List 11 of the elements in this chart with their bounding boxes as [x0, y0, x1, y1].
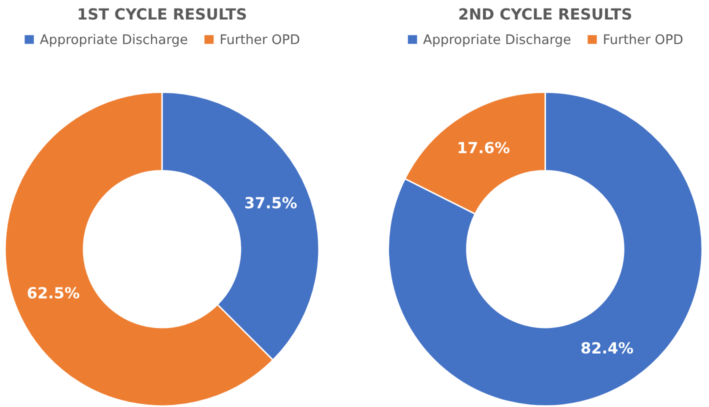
- legend-label: Appropriate Discharge: [423, 34, 570, 47]
- legend-label: Appropriate Discharge: [40, 34, 188, 47]
- legend-label: Further OPD: [604, 34, 682, 44]
- chart-title: 2ND CYCLE RESULTS: [459, 8, 632, 20]
- data-label: 62.5%: [28, 286, 80, 299]
- chart-title: 1ST CYCLE RESULTS: [78, 8, 246, 20]
- data-label: 82.4%: [581, 342, 634, 354]
- data-label: 37.5%: [245, 196, 297, 208]
- legend-label: Further OPD: [220, 34, 300, 44]
- data-label: 17.6%: [458, 142, 510, 154]
- donut-slice: [388, 91, 703, 407]
